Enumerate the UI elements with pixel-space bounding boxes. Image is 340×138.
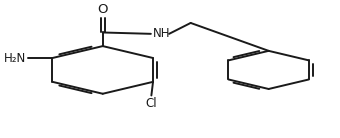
Text: H₂N: H₂N (4, 51, 26, 64)
Text: Cl: Cl (146, 97, 157, 110)
Text: NH: NH (153, 27, 170, 40)
Text: O: O (98, 3, 108, 16)
